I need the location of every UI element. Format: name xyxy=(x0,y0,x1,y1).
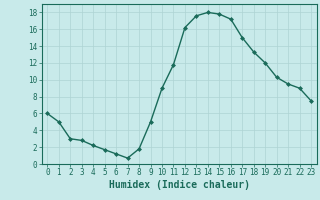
X-axis label: Humidex (Indice chaleur): Humidex (Indice chaleur) xyxy=(109,180,250,190)
